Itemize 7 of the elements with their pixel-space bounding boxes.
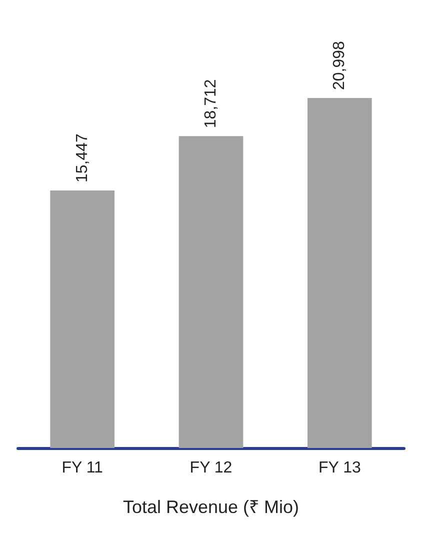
x-tick-label: FY 11 bbox=[62, 460, 104, 476]
data-label: 20,998 bbox=[331, 40, 348, 90]
data-label: 18,712 bbox=[202, 79, 220, 128]
x-tick-label: FY 12 bbox=[190, 460, 232, 476]
x-tick-label: FY 13 bbox=[318, 460, 361, 476]
data-label: 15,447 bbox=[74, 133, 91, 183]
x-axis-title: Total Revenue (₹ Mio) bbox=[122, 497, 300, 517]
